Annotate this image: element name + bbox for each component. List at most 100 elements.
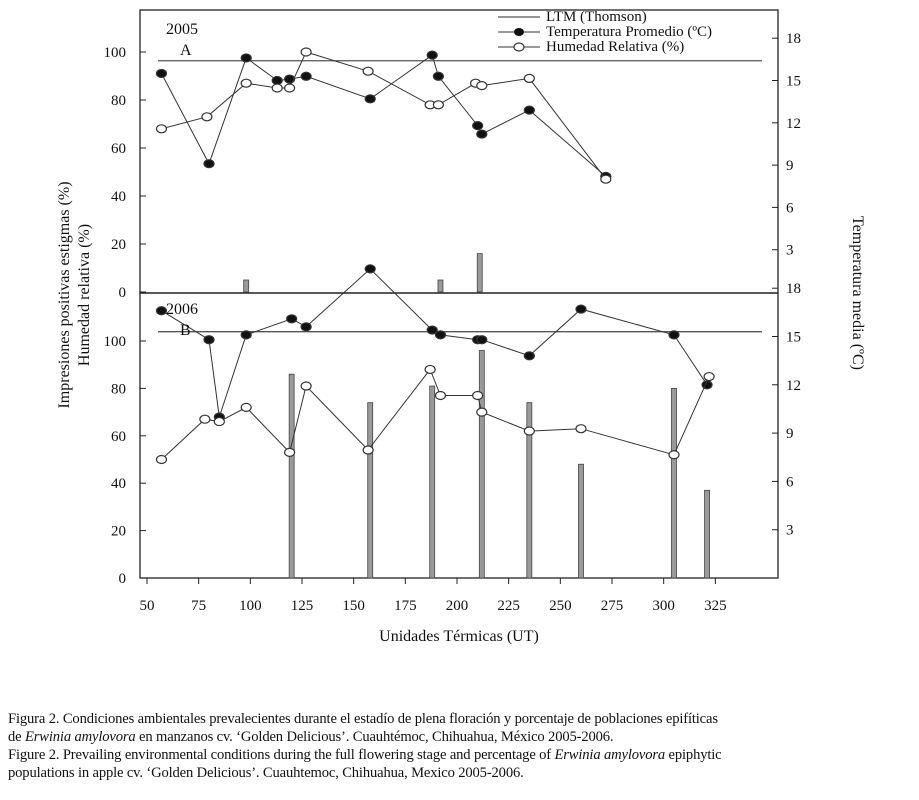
bottom-temperature-point xyxy=(300,322,312,332)
bottom-humidity-point xyxy=(434,390,447,401)
top-right-tick-label: 18 xyxy=(786,31,801,47)
legend-hum-label: Humedad Relativa (%) xyxy=(546,39,684,55)
bottom-right-tick-label: 18 xyxy=(786,281,801,297)
top-humidity-point xyxy=(362,66,374,76)
bottom-humidity-point xyxy=(199,414,211,424)
top-temperature-point xyxy=(284,74,296,84)
top-humidity-point xyxy=(476,80,488,91)
x-tick-label: 250 xyxy=(549,598,572,614)
top-humidity-point xyxy=(600,174,612,184)
bottom-temperature-point xyxy=(523,351,535,361)
bottom-temperature-point xyxy=(203,335,215,345)
bottom-bar xyxy=(367,402,374,579)
bottom-left-tick-label: 20 xyxy=(111,524,126,540)
top-temperature-point xyxy=(271,75,283,86)
top-right-tick-label: 3 xyxy=(786,243,794,259)
top-temperature-point xyxy=(300,71,312,81)
top-temperature-point xyxy=(432,71,444,81)
bottom-left-tick-label: 40 xyxy=(111,476,126,492)
caption-en-line-2: populations in apple cv. ‘Golden Delicio… xyxy=(8,765,524,781)
bottom-temperature-point xyxy=(286,314,298,324)
top-temperature-point xyxy=(523,105,535,115)
legend-temp-label: Temperatura Promedio (ºC) xyxy=(546,24,712,40)
top-right-tick-label: 6 xyxy=(786,200,794,216)
bottom-bar xyxy=(478,350,485,579)
bottom-humidity-point xyxy=(703,371,715,382)
bottom-panel-letter: B xyxy=(180,322,191,339)
bottom-temperature-point xyxy=(668,330,680,340)
top-humidity-point xyxy=(271,83,283,93)
x-tick-label: 100 xyxy=(239,598,262,614)
bottom-humidity-point xyxy=(523,426,535,436)
bottom-bar xyxy=(526,402,533,579)
caption-es-line-2: de Erwinia amylovora en manzanos cv. ‘Go… xyxy=(8,728,913,746)
top-left-tick-label: 20 xyxy=(111,237,126,253)
legend-hum-marker xyxy=(513,42,525,52)
top-bar xyxy=(243,279,250,293)
bottom-humidity-point xyxy=(284,447,296,457)
bottom-humidity-point xyxy=(300,381,312,391)
top-left-tick-label: 100 xyxy=(104,45,127,61)
bottom-right-tick-label: 6 xyxy=(786,474,794,490)
bottom-bar xyxy=(288,373,295,579)
legend-ltm-label: LTM (Thomson) xyxy=(546,9,647,25)
top-humidity-point xyxy=(432,100,444,110)
bottom-temperature-point xyxy=(364,264,376,274)
top-temperature-point xyxy=(472,121,484,131)
top-panel-letter: A xyxy=(180,42,192,59)
top-humidity-point xyxy=(155,124,168,134)
bottom-humidity-point xyxy=(362,445,374,455)
bottom-temperature-point xyxy=(476,335,488,345)
bottom-temperature-point xyxy=(426,325,438,335)
caption-en-suffix: epiphytic xyxy=(665,747,722,763)
x-tick-label: 225 xyxy=(497,598,520,614)
top-temperature-line xyxy=(161,54,607,177)
top-left-tick-label: 80 xyxy=(111,93,126,109)
top-right-tick-label: 12 xyxy=(786,116,801,132)
bottom-right-tick-label: 3 xyxy=(786,523,794,539)
top-humidity-point xyxy=(300,47,312,57)
bottom-humidity-point xyxy=(424,364,436,375)
top-bar xyxy=(437,279,444,293)
bottom-panel: 0 20 40 60 80 100 3 6 9 12 15 18 xyxy=(104,264,801,587)
top-humidity-line xyxy=(161,51,607,180)
bottom-panel-year: 2006 xyxy=(166,301,198,318)
top-temperature-point xyxy=(476,129,488,139)
caption-es-suffix: en manzanos cv. ‘Golden Delicious’. Cuau… xyxy=(135,729,614,745)
caption-es-de: de xyxy=(8,729,25,745)
top-panel: 0 20 40 60 80 100 3 6 9 12 15 18 xyxy=(104,31,802,301)
top-temperature-point xyxy=(240,53,252,63)
bottom-right-tick-label: 9 xyxy=(786,426,794,442)
top-temperature-point xyxy=(426,50,438,60)
bottom-left-tick-label: 60 xyxy=(111,429,126,445)
bottom-right-tick-label: 15 xyxy=(786,330,801,346)
x-tick-label: 200 xyxy=(446,598,469,614)
caption-en-species: Erwinia amylovora xyxy=(554,747,666,763)
x-tick-label: 275 xyxy=(601,598,624,614)
bottom-bar xyxy=(704,489,710,579)
bottom-bar xyxy=(671,387,677,579)
legend-temp-marker xyxy=(514,28,524,36)
top-right-tick-label: 15 xyxy=(786,74,801,90)
bottom-temperature-point xyxy=(155,306,168,316)
x-axis-title: Unidades Térmicas (UT) xyxy=(379,628,539,645)
bottom-bar xyxy=(578,463,584,579)
bottom-left-tick-label: 100 xyxy=(104,334,127,350)
x-tick-label: 175 xyxy=(394,598,417,614)
x-tick-label: 300 xyxy=(652,598,675,614)
bottom-temperature-point xyxy=(575,304,587,314)
top-temperature-point xyxy=(364,94,376,104)
bottom-humidity-line xyxy=(161,368,710,460)
bottom-bar xyxy=(429,385,436,579)
bottom-temperature-point xyxy=(240,330,252,340)
bottom-humidity-point xyxy=(472,390,484,401)
caption-en-line-1: Figure 2. Prevailing environmental condi… xyxy=(8,746,913,764)
figure-chart: 0 20 40 60 80 100 3 6 9 12 15 18 0 20 40 60 80 100 3 6 9 12 1… xyxy=(56,9,866,645)
caption-es-species: Erwinia amylovora xyxy=(24,729,136,745)
bottom-humidity-point xyxy=(575,424,587,434)
top-left-tick-label: 40 xyxy=(111,189,126,205)
top-temperature-point xyxy=(203,159,215,169)
bottom-humidity-point xyxy=(240,402,252,412)
bottom-right-tick-label: 12 xyxy=(786,378,801,394)
top-humidity-point xyxy=(240,78,252,88)
